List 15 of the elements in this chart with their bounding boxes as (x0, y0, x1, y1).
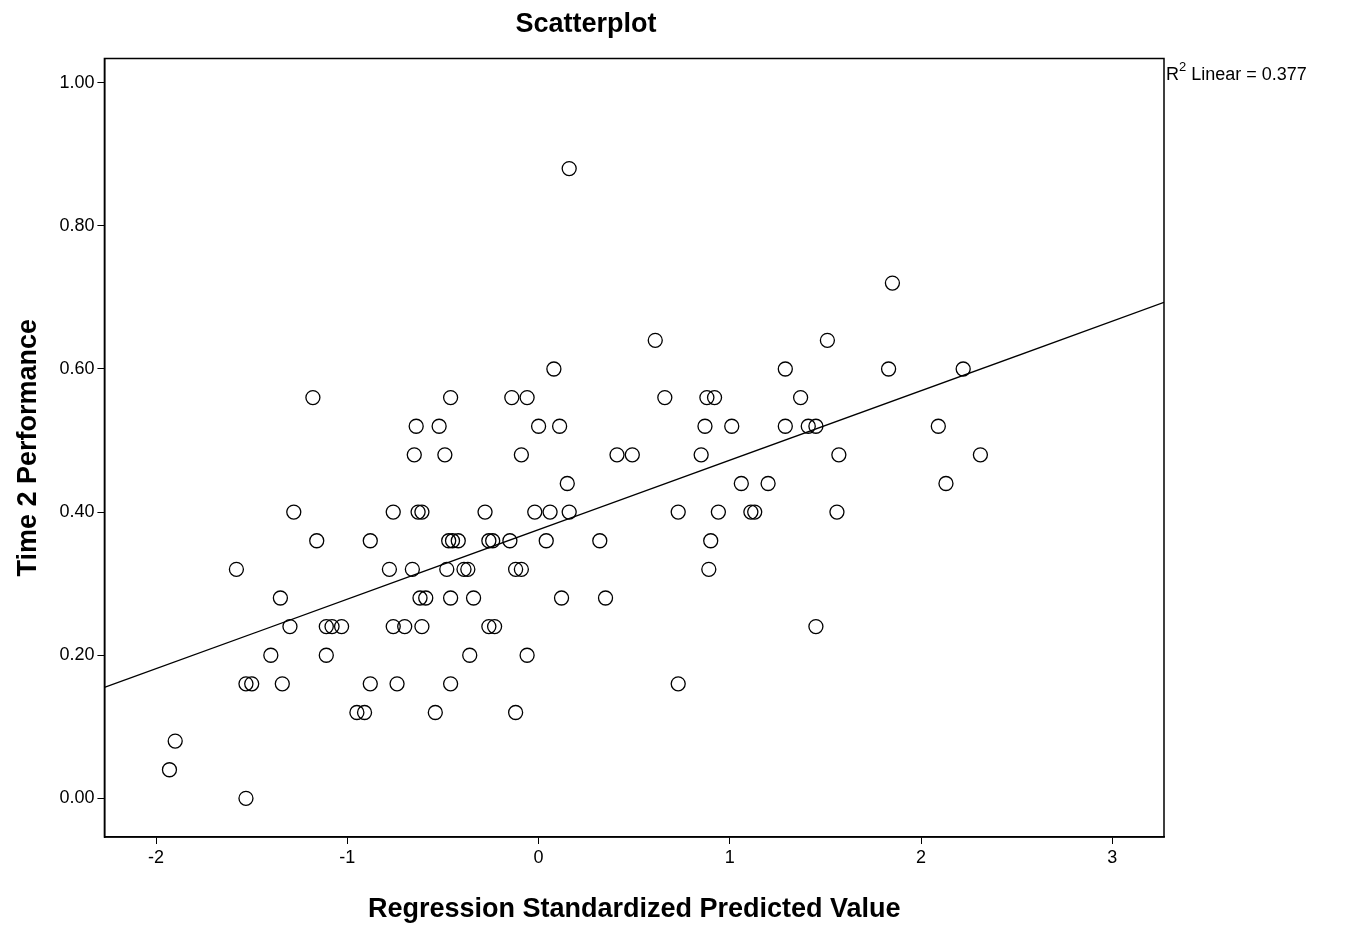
chart-title: Scatterplot (515, 7, 657, 38)
x-axis-title: Regression Standardized Predicted Value (367, 893, 901, 924)
x-tick-label: 0 (533, 846, 544, 867)
y-tick-label: 1.00 (59, 71, 95, 92)
y-tick-label: 0.20 (59, 644, 95, 665)
x-tick-label: -1 (339, 846, 356, 867)
y-axis-title: Time 2 Performance (11, 318, 42, 577)
x-tick-label: 2 (916, 846, 927, 867)
y-tick-label: 0.60 (59, 357, 95, 378)
x-tick-label: 1 (724, 846, 735, 867)
y-tick-label: 0.00 (59, 787, 95, 808)
x-tick-label: 3 (1107, 846, 1118, 867)
y-tick-label: 0.40 (59, 501, 95, 522)
x-tick-label: -2 (148, 846, 165, 867)
y-tick-label: 0.80 (59, 214, 95, 235)
